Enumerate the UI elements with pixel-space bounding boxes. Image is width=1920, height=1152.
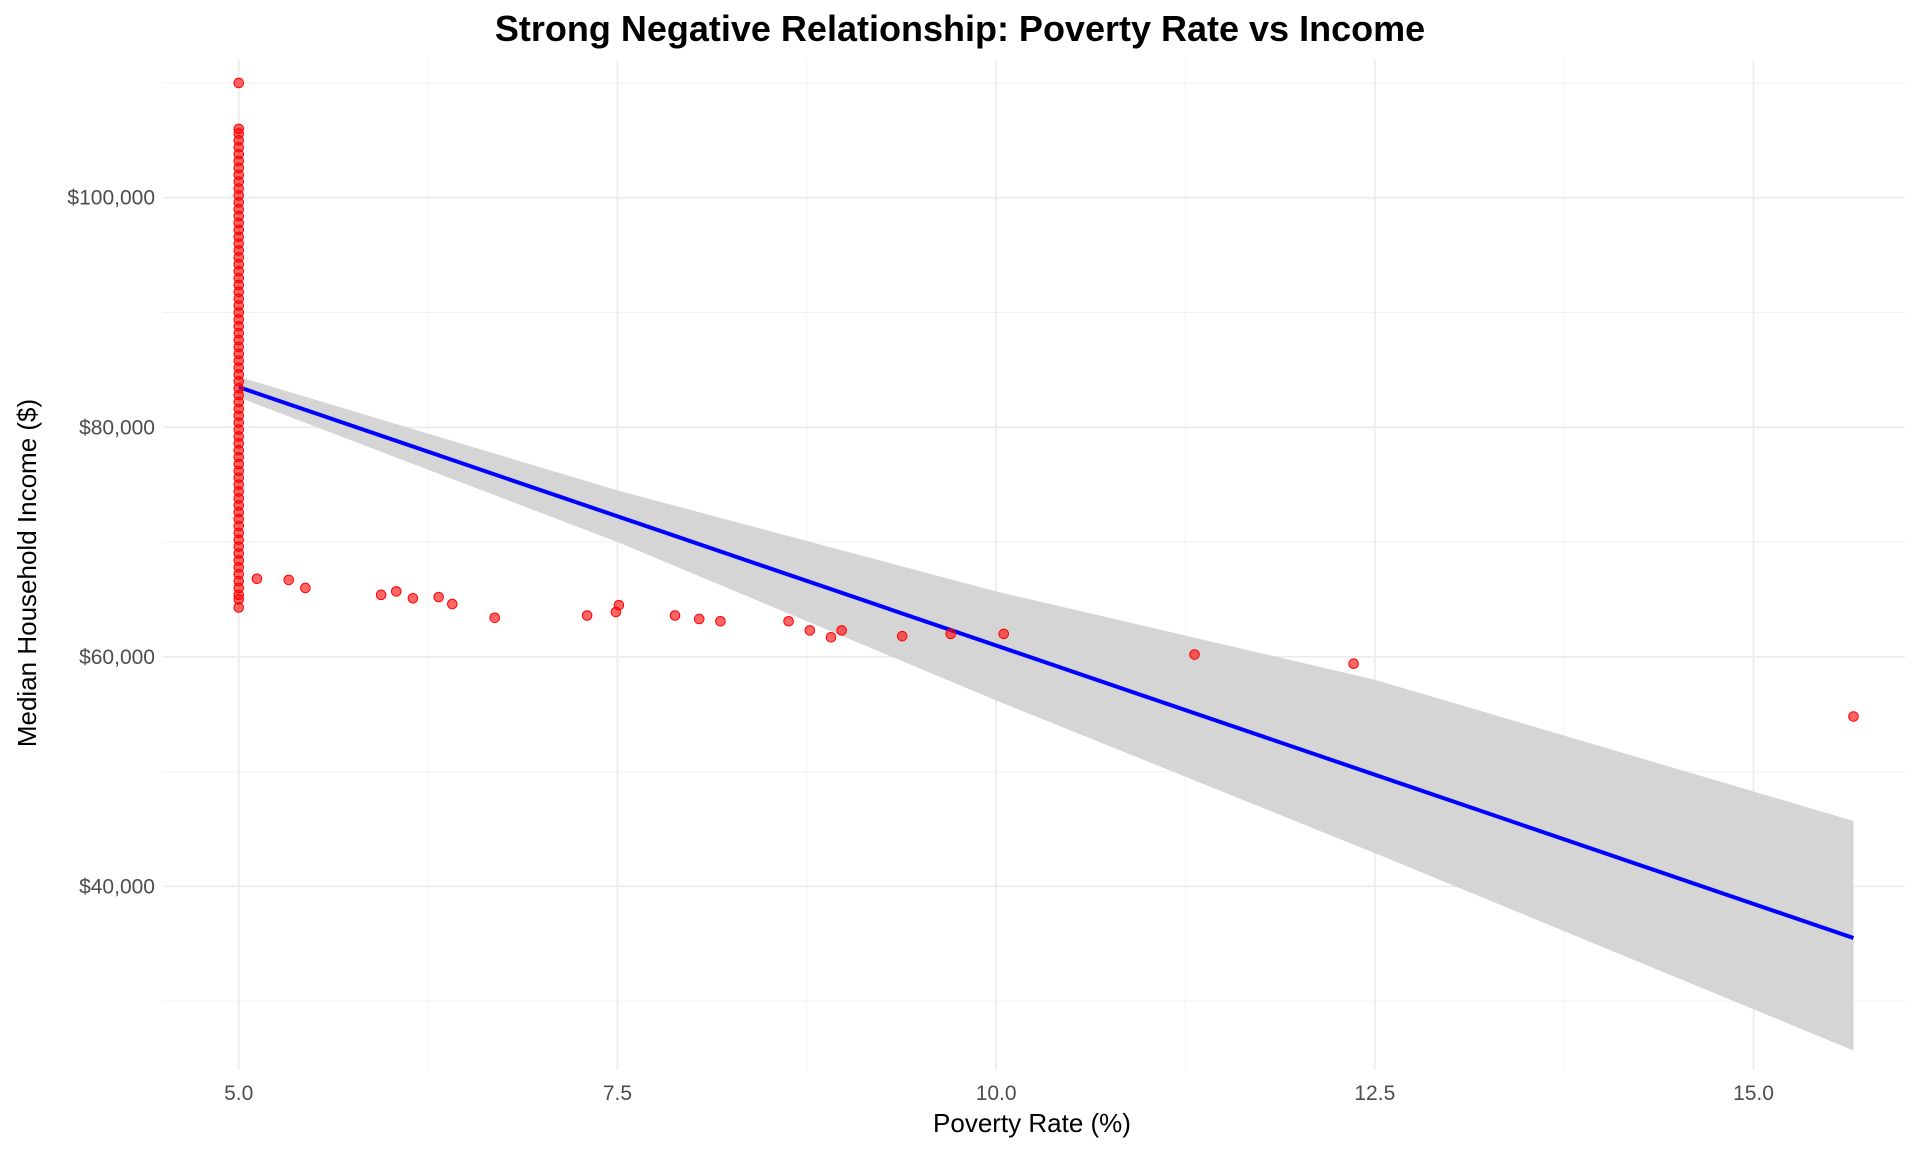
x-tick-label: 5.0 [224,1082,253,1105]
data-point [407,592,419,604]
data-point [1189,649,1200,660]
y-tick-label: $60,000 [79,646,155,669]
data-point [300,582,311,594]
y-tick-label: $80,000 [79,416,155,439]
data-point [998,628,1010,640]
x-tick-label: 15.0 [1733,1082,1774,1105]
data-point [1848,711,1859,722]
regression-line [238,385,1855,940]
x-tick-label: 12.5 [1354,1082,1395,1105]
x-axis-ticks: 5.0 7.5 10.0 12.5 15.0 [224,1082,1774,1105]
data-point [375,589,387,601]
data-point [447,598,458,610]
data-points [233,77,1859,722]
x-tick-label: 7.5 [603,1082,632,1105]
data-point [489,612,501,624]
data-point [836,625,847,636]
data-point [693,613,705,625]
regression-line-layer [238,385,1855,940]
data-point [233,602,245,613]
data-point [945,628,956,640]
data-point [613,599,625,611]
data-point [896,630,908,642]
data-point [390,586,402,597]
y-tick-label: $40,000 [79,875,155,898]
y-tick-label: $100,000 [67,187,155,210]
y-axis-title: Median Household Income ($) [12,399,42,747]
data-point [1348,658,1359,670]
data-point [715,615,726,627]
data-point [804,625,816,636]
data-point [233,77,245,89]
data-point [433,591,444,603]
data-point [283,574,295,586]
data-point [251,573,263,585]
data-point [783,615,794,627]
chart-title: Strong Negative Relationship: Poverty Ra… [494,8,1426,49]
data-point [669,610,681,621]
data-point [581,610,593,621]
confidence-band [238,376,1854,1051]
data-point [825,632,837,643]
x-axis-title: Poverty Rate (%) [933,1108,1131,1138]
y-axis-ticks: $40,000 $60,000 $80,000 $100,000 [67,187,155,899]
confidence-band-layer [238,376,1854,1051]
x-tick-label: 10.0 [976,1082,1017,1105]
